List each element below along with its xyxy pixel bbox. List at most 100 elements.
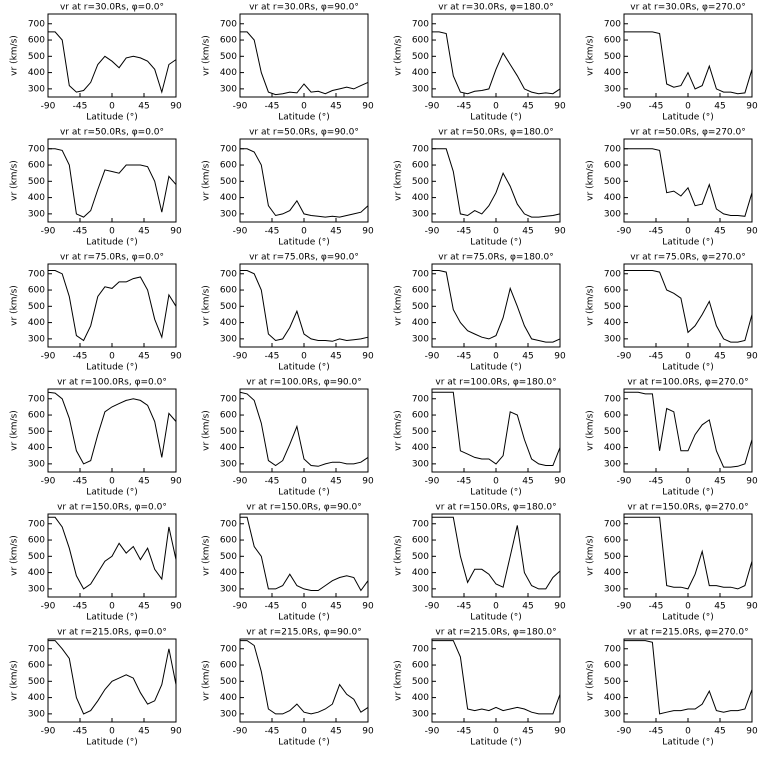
y-axis-label: vr (km/s) <box>394 535 404 576</box>
x-axis-label: Latitude (°) <box>662 488 713 498</box>
plot-frame <box>431 263 561 348</box>
y-axis-label: vr (km/s) <box>394 160 404 201</box>
y-tick-label: 700 <box>28 644 45 654</box>
y-tick-label: 700 <box>220 269 237 279</box>
x-axis-label: Latitude (°) <box>470 738 521 748</box>
x-tick-label: -90 <box>425 227 440 237</box>
x-tick-label: 45 <box>138 477 149 487</box>
y-axis-label: vr (km/s) <box>586 285 596 326</box>
x-tick-label: 45 <box>714 352 725 362</box>
data-line <box>432 31 561 95</box>
x-tick-label: -45 <box>457 602 472 612</box>
x-tick-label: -90 <box>617 727 632 737</box>
panel: vr at r=215.0Rs, φ=270.0° vr (km/s) Latitu… <box>586 628 758 748</box>
x-tick-label: -45 <box>73 477 88 487</box>
y-tick-label: 600 <box>220 286 237 296</box>
y-tick-label: 300 <box>220 209 237 219</box>
panel: vr at r=150.0Rs, φ=270.0° vr (km/s) Latitu… <box>586 503 758 623</box>
y-tick-label: 600 <box>220 411 237 421</box>
panel: vr at r=30.0Rs, φ=90.0° vr (km/s) Latitude… <box>202 3 374 123</box>
x-tick-label: -45 <box>649 227 664 237</box>
y-axis-label: vr (km/s) <box>202 660 212 701</box>
panel-title: vr at r=50.0Rs, φ=180.0° <box>438 128 553 138</box>
x-tick-label: -90 <box>233 352 248 362</box>
y-axis-label: vr (km/s) <box>10 285 20 326</box>
panel-title: vr at r=215.0Rs, φ=180.0° <box>435 628 556 638</box>
y-tick-label: 700 <box>220 394 237 404</box>
x-tick-label: 0 <box>493 352 499 362</box>
panel: vr at r=150.0Rs, φ=0.0° vr (km/s) Latitude… <box>10 503 182 623</box>
x-tick-label: 45 <box>138 102 149 112</box>
panel-title: vr at r=75.0Rs, φ=180.0° <box>438 253 553 263</box>
x-tick-label: 0 <box>301 352 307 362</box>
x-tick-label: -90 <box>425 727 440 737</box>
x-tick-label: 90 <box>170 602 182 612</box>
x-tick-label: -45 <box>73 727 88 737</box>
y-tick-label: 500 <box>220 552 237 562</box>
x-tick-label: 0 <box>109 727 115 737</box>
y-tick-label: 700 <box>412 394 429 404</box>
panel: vr at r=100.0Rs, φ=90.0° vr (km/s) Latitud… <box>202 378 374 498</box>
data-line <box>624 31 753 95</box>
x-tick-label: -45 <box>73 102 88 112</box>
y-tick-label: 600 <box>412 536 429 546</box>
y-tick-label: 400 <box>220 443 237 453</box>
y-tick-label: 700 <box>28 519 45 529</box>
data-line <box>624 148 753 217</box>
y-tick-label: 300 <box>28 584 45 594</box>
y-tick-label: 600 <box>220 536 237 546</box>
x-tick-label: 45 <box>522 352 533 362</box>
y-tick-label: 400 <box>28 193 45 203</box>
y-axis-label: vr (km/s) <box>586 410 596 451</box>
y-tick-label: 600 <box>220 36 237 46</box>
y-tick-label: 300 <box>220 84 237 94</box>
x-tick-label: 45 <box>522 727 533 737</box>
panel: vr at r=100.0Rs, φ=180.0° vr (km/s) Latitu… <box>394 378 566 498</box>
x-tick-label: 90 <box>746 727 758 737</box>
y-tick-label: 400 <box>412 193 429 203</box>
y-axis-label: vr (km/s) <box>10 660 20 701</box>
plot-frame <box>47 138 177 223</box>
y-tick-label: 700 <box>412 144 429 154</box>
x-tick-label: -90 <box>617 352 632 362</box>
y-tick-label: 500 <box>604 302 621 312</box>
x-tick-label: -90 <box>41 227 56 237</box>
y-axis-label: vr (km/s) <box>394 285 404 326</box>
y-tick-label: 500 <box>412 677 429 687</box>
x-axis-label: Latitude (°) <box>278 613 329 623</box>
y-axis-label: vr (km/s) <box>10 35 20 76</box>
y-tick-label: 300 <box>28 709 45 719</box>
x-tick-label: 90 <box>746 227 758 237</box>
x-tick-label: 0 <box>493 102 499 112</box>
x-axis-label: Latitude (°) <box>86 113 137 123</box>
data-line <box>432 516 561 590</box>
x-axis-label: Latitude (°) <box>662 738 713 748</box>
y-tick-label: 700 <box>412 19 429 29</box>
data-line <box>240 516 369 592</box>
panel: vr at r=215.0Rs, φ=0.0° vr (km/s) Latitude… <box>10 628 182 748</box>
x-tick-label: 45 <box>330 352 341 362</box>
panel-title: vr at r=50.0Rs, φ=0.0° <box>60 128 164 138</box>
plot-frame <box>47 13 177 98</box>
y-tick-label: 500 <box>412 427 429 437</box>
x-tick-label: 45 <box>138 227 149 237</box>
y-tick-label: 500 <box>412 177 429 187</box>
x-tick-label: 90 <box>554 227 566 237</box>
panel-title: vr at r=100.0Rs, φ=180.0° <box>435 378 556 388</box>
x-tick-label: -45 <box>649 727 664 737</box>
panel: vr at r=150.0Rs, φ=180.0° vr (km/s) Latitu… <box>394 503 566 623</box>
y-tick-label: 300 <box>604 709 621 719</box>
x-tick-label: -45 <box>457 352 472 362</box>
y-tick-label: 300 <box>412 84 429 94</box>
x-tick-label: 90 <box>170 227 182 237</box>
y-tick-label: 700 <box>28 144 45 154</box>
x-axis-label: Latitude (°) <box>86 488 137 498</box>
y-tick-label: 400 <box>28 443 45 453</box>
x-tick-label: -90 <box>41 352 56 362</box>
x-tick-label: 0 <box>685 102 691 112</box>
x-axis-label: Latitude (°) <box>470 238 521 248</box>
panel-title: vr at r=150.0Rs, φ=180.0° <box>435 503 556 513</box>
data-line <box>432 270 561 343</box>
y-tick-label: 600 <box>28 411 45 421</box>
panel: vr at r=215.0Rs, φ=180.0° vr (km/s) Latitu… <box>394 628 566 748</box>
